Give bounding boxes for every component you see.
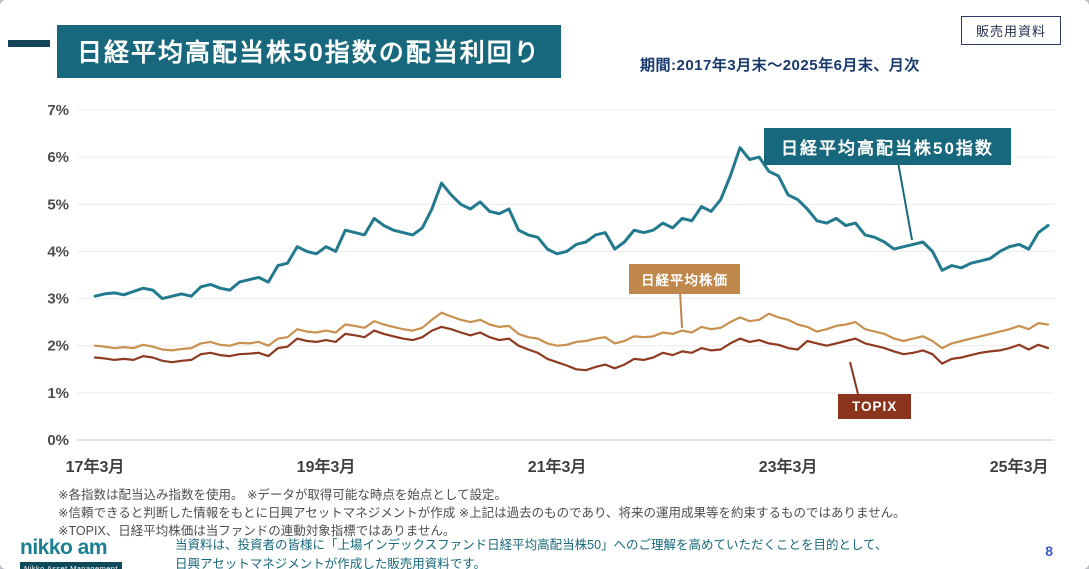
svg-text:2%: 2% [47,338,69,355]
svg-text:4%: 4% [47,243,69,260]
series-label-high-dividend-50: 日経平均高配当株50指数 [764,128,1011,165]
svg-text:23年3月: 23年3月 [759,457,818,476]
chart-series-lines [93,146,1050,372]
disclaimer-line-2: 日興アセットマネジメントが作成した販売用資料です。 [175,556,487,569]
title-accent-dash [8,40,50,47]
chart-axis-labels: 0% 1% 2% 3% 4% 5% 6% 7% 17年3月 19年3月 21年3月 23年3月 25年3… [47,102,1048,476]
svg-text:3%: 3% [47,291,69,308]
dividend-yield-chart: 0% 1% 2% 3% 4% 5% 6% 7% 17年3月 19年3月 21年3月 23年3月 25年3… [0,80,1089,480]
series-label-topix: TOPIX [838,394,912,419]
footnotes: ※各指数は配当込み指数を使用。 ※データが取得可能な時点を始点として設定。 ※信… [58,486,906,540]
logo-wordmark: nikko am [20,536,108,559]
svg-text:0%: 0% [47,432,69,449]
connector-topix [849,361,859,395]
connector-nikkei [679,290,683,329]
sales-material-badge: 販売用資料 [960,16,1061,45]
page-title: 日経平均高配当株50指数の配当利回り [57,25,561,78]
footer-disclaimer: 当資料は、投資者の皆様に「上場インデックスファンド日経平均高配当株50」へのご理… [175,536,888,569]
svg-text:7%: 7% [47,102,69,119]
svg-text:5%: 5% [47,196,69,213]
period-label: 期間:2017年3月末〜2025年6月末、月次 [640,57,920,74]
page-number: 8 [1045,543,1053,559]
svg-text:21年3月: 21年3月 [528,457,587,476]
chart-svg: 0% 1% 2% 3% 4% 5% 6% 7% 17年3月 19年3月 21年3月 23年3月 25年3… [47,102,1054,476]
footnote-line-1: ※各指数は配当込み指数を使用。 ※データが取得可能な時点を始点として設定。 [58,488,508,502]
disclaimer-line-1: 当資料は、投資者の皆様に「上場インデックスファンド日経平均高配当株50」へのご理… [175,538,888,552]
svg-text:6%: 6% [47,149,69,166]
footnote-line-3: ※TOPIX、日経平均株価は当ファンドの連動対象指標ではありません。 [58,524,456,539]
connector-main-index [897,161,913,241]
svg-text:19年3月: 19年3月 [297,457,356,476]
svg-text:17年3月: 17年3月 [66,457,125,476]
svg-text:1%: 1% [47,385,69,402]
svg-text:25年3月: 25年3月 [990,457,1049,476]
footnote-line-2: ※信頼できると判断した情報をもとに日興アセットマネジメントが作成 ※上記は過去の… [58,506,906,521]
logo-subtitle: Nikko Asset Management [20,562,122,569]
series-label-nikkei225: 日経平均株価 [629,264,740,294]
nikko-am-logo: nikko am Nikko Asset Management [20,537,165,569]
